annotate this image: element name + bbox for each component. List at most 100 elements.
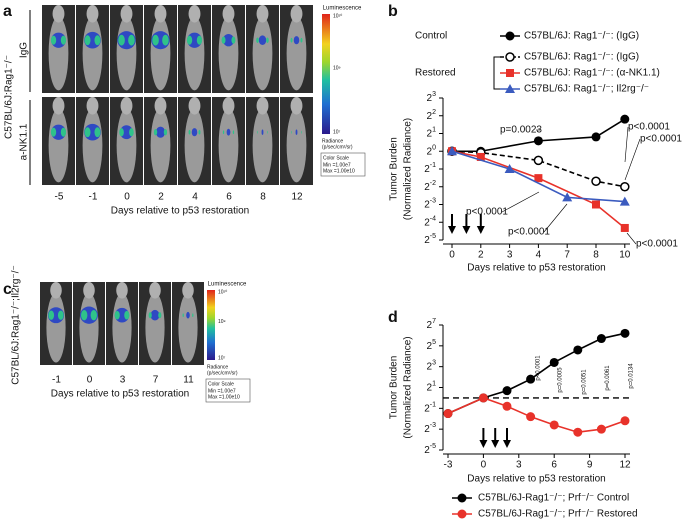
y-axis-title: Tumor Burden (389, 356, 400, 420)
mouse-head (83, 282, 95, 299)
legend-bracket (493, 56, 500, 90)
tick-base: 2 (424, 445, 430, 456)
y-axis-title: Tumor Burden (389, 137, 400, 201)
legend-marker (506, 69, 514, 77)
marker (620, 114, 630, 124)
marker (620, 223, 629, 232)
marker (526, 412, 536, 422)
signal (120, 125, 133, 140)
tick-exponent: -5 (430, 443, 436, 450)
mouse-head (86, 97, 99, 115)
legend-label: C57BL/6J-Rag1⁻/⁻; Prf⁻/⁻ Restored (478, 509, 638, 520)
panel-letter: a (3, 3, 12, 20)
x-tick-label: 3 (516, 460, 522, 471)
mouse-body (286, 108, 307, 183)
treatment-arrow-head (476, 226, 485, 234)
day-label: -1 (52, 375, 61, 386)
marker (502, 401, 512, 411)
series-line (451, 150, 625, 203)
signal-core (50, 127, 57, 137)
mouse-head (116, 282, 128, 299)
mouse-body (82, 108, 103, 183)
signal-core (60, 35, 67, 45)
x-tick-label: 4 (536, 250, 542, 261)
day-label: 11 (183, 375, 194, 386)
tick-exponent: 5 (432, 339, 436, 346)
marker (502, 386, 512, 396)
tick-exponent: -2 (430, 180, 436, 187)
signal-core (221, 36, 226, 44)
panel-letter: d (388, 309, 398, 326)
signal (258, 35, 267, 46)
signal-core (256, 37, 259, 43)
mouse-image (76, 97, 109, 185)
x-axis-title: Days relative to p53 restoration (51, 389, 189, 400)
y-tick-label: 25 (427, 339, 437, 352)
marker (620, 416, 630, 426)
strain-label: C57BL/6J:Rag1⁻/⁻ (4, 55, 15, 139)
treatment-arrow-head (462, 226, 471, 234)
signal-core (188, 129, 191, 135)
y-tick-label: 27 (427, 318, 437, 331)
mouse-body (82, 16, 103, 91)
annotation: p=0.0061 (605, 365, 611, 391)
mouse-body (150, 108, 171, 183)
signal-core (153, 129, 158, 136)
colorbar (207, 290, 215, 360)
signal-core (57, 310, 64, 320)
marker (526, 374, 536, 384)
day-label: 7 (153, 375, 159, 386)
tick-base: 2 (424, 217, 430, 228)
mouse-head (154, 97, 167, 115)
x-tick-label: 3 (507, 250, 513, 261)
y-tick-label: 2-3 (424, 422, 436, 435)
mouse-image (76, 5, 109, 93)
colorbar-unit: Radiance (322, 138, 343, 144)
mouse-head (86, 5, 99, 23)
x-tick-label: 9 (587, 460, 593, 471)
day-label: 2 (158, 192, 164, 203)
mouse-image (110, 5, 143, 93)
signal (261, 129, 264, 135)
color-scale-box (320, 152, 366, 177)
mouse-image (42, 97, 75, 185)
x-tick-label: 6 (551, 460, 557, 471)
signal-core (291, 130, 292, 134)
mouse-head (52, 5, 65, 23)
annotation: p<0.0001 (636, 239, 678, 250)
signal-core (198, 129, 201, 135)
y-axis-title: (Normalized Radiance) (403, 118, 414, 220)
signal-core (162, 34, 169, 46)
tick-base: 2 (427, 128, 433, 139)
treatment-arrow-head (479, 440, 488, 448)
y-tick-label: 22 (427, 109, 437, 122)
marker (478, 393, 488, 403)
tick-exponent: -3 (430, 197, 436, 204)
series-line (451, 150, 625, 188)
mouse-image (280, 5, 313, 93)
colorbar-unit: (p/sec/cm²/sr) (207, 370, 238, 376)
annotation: p<0.0001 (508, 227, 550, 238)
tick-exponent: -1 (430, 401, 436, 408)
treatment-arrow-head (448, 226, 456, 234)
mouse-image (144, 97, 177, 185)
mouse-body (252, 108, 273, 183)
signal (226, 128, 231, 136)
day-label: 0 (124, 192, 130, 203)
mouse-image (42, 5, 75, 93)
legend-label: C57BL/6J: Rag1⁻/⁻: (IgG) (524, 31, 639, 42)
marker (562, 192, 573, 202)
mouse-body (48, 16, 69, 91)
tick-base: 2 (424, 235, 430, 246)
mouse-body (79, 292, 99, 363)
mouse-image (280, 97, 313, 185)
marker (591, 176, 601, 186)
signal-core (257, 130, 258, 134)
legend-label: C57BL/6J: Rag1⁻/⁻: (α-NK1.1) (524, 68, 660, 79)
colorbar-unit: (p/sec/cm²/sr) (322, 144, 353, 150)
signal-core (114, 310, 120, 320)
annotation: p=0.0051 (581, 369, 587, 395)
marker (549, 357, 559, 367)
signal-core (50, 35, 57, 45)
